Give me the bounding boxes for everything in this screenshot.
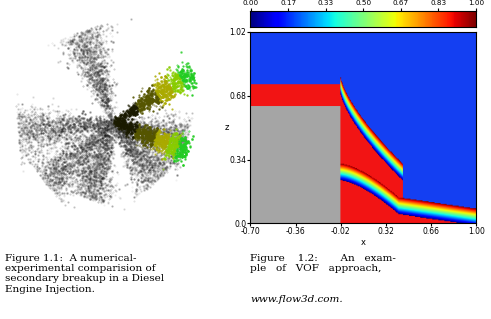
Text: www.flow3d.com.: www.flow3d.com. bbox=[250, 295, 343, 304]
Y-axis label: z: z bbox=[224, 123, 229, 132]
Text: Figure 1.1:  A numerical-
experimental comparision of
secondary breakup in a Die: Figure 1.1: A numerical- experimental co… bbox=[5, 254, 164, 294]
Text: Figure    1.2:       An   exam-
ple   of   VOF   approach,: Figure 1.2: An exam- ple of VOF approach… bbox=[250, 254, 396, 273]
X-axis label: x: x bbox=[361, 238, 366, 247]
